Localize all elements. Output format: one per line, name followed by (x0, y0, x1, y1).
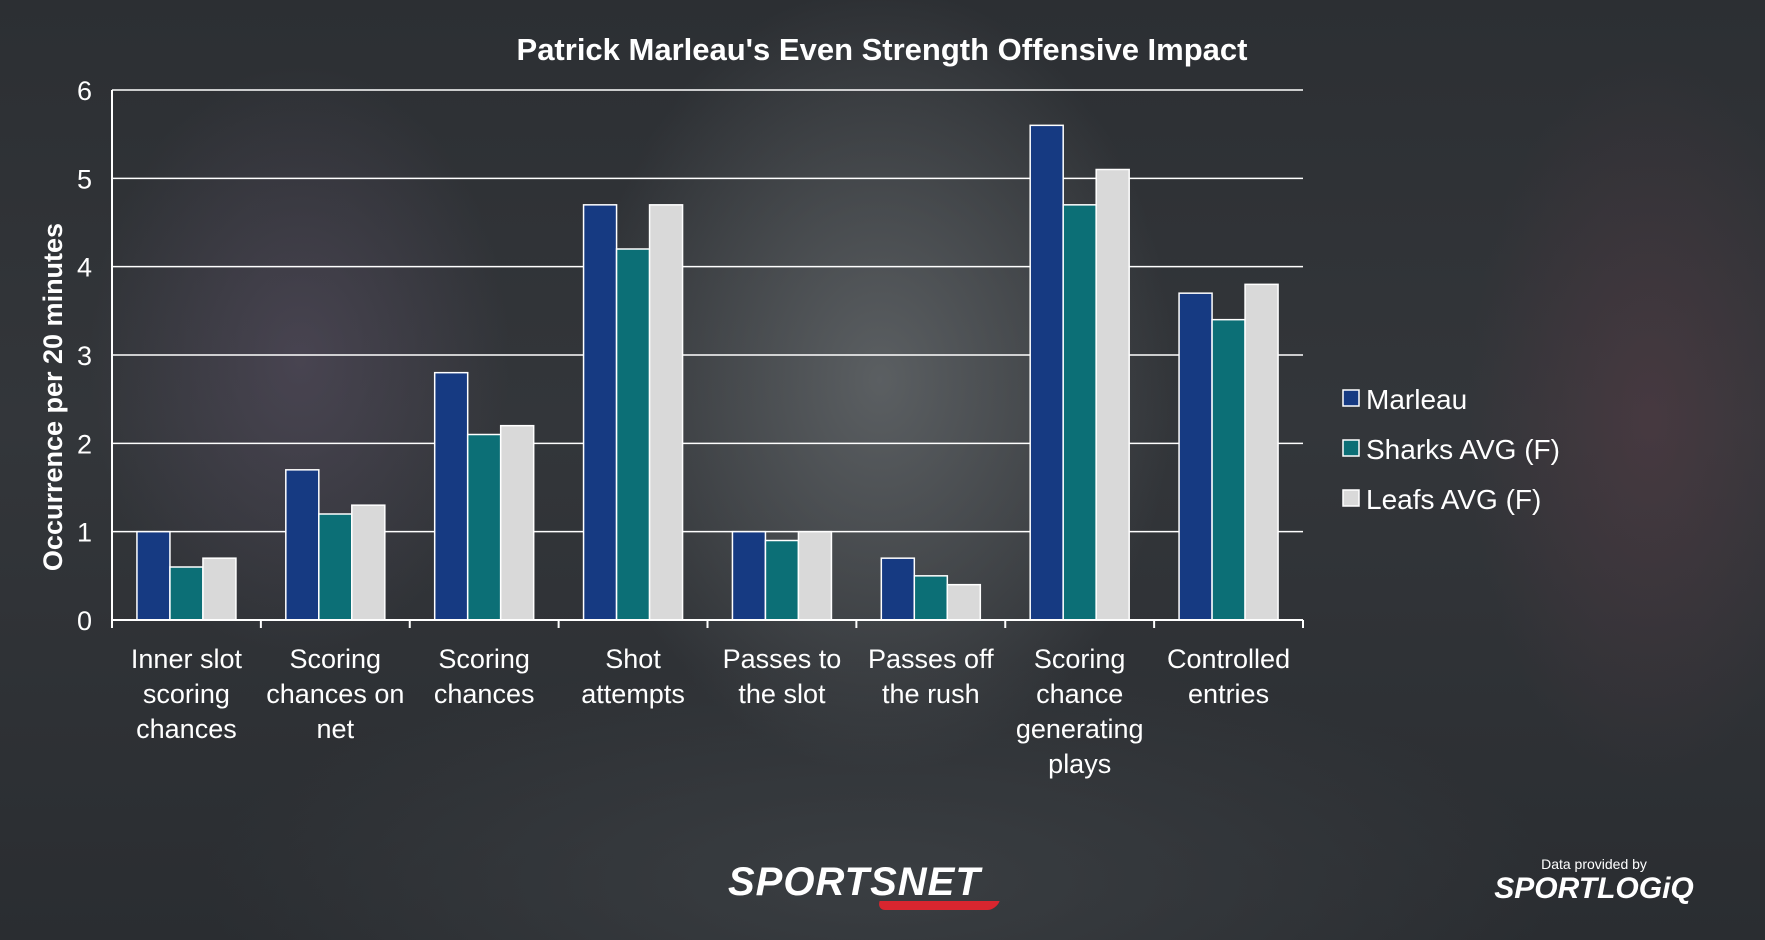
sportsnet-logo-text: SPORTSNET (728, 860, 981, 904)
bar-sharks-avg-f (913, 575, 949, 621)
x-category-label-line: chances (136, 714, 237, 744)
legend-swatch (1342, 439, 1360, 457)
x-category-label-line: plays (1048, 749, 1111, 779)
bar-leafs-avg-f (1244, 283, 1279, 621)
legend-item: Sharks AVG (F) (1342, 434, 1560, 465)
y-tick-label: 1 (77, 518, 92, 548)
legend-label: Sharks AVG (F) (1366, 434, 1560, 465)
x-category-label: Scoring chance generating plays (1016, 644, 1144, 779)
y-tick-label: 2 (77, 429, 92, 459)
sportlogiq-logo: SPORTLOGiQ (1494, 872, 1694, 905)
bar-sharks-avg-f (615, 248, 651, 621)
bar-leafs-avg-f (202, 557, 237, 621)
bar-leafs-avg-f (946, 583, 982, 621)
legend-swatch (1342, 389, 1360, 407)
x-category-label: Controlled entries (1167, 644, 1290, 709)
axes (111, 90, 1304, 628)
x-category-label-line: Inner slot (131, 644, 243, 674)
legend: Marleau Sharks AVG (F) Leafs AVG (F) (1342, 384, 1560, 515)
y-axis-label: Occurrence per 20 minutes (38, 223, 68, 571)
x-category-labels: Inner slot scoring chances Scoring chances o… (131, 644, 1290, 779)
x-category-label-line: Scoring (290, 644, 382, 674)
legend-label: Marleau (1366, 384, 1467, 415)
y-tick-label: 4 (77, 253, 92, 283)
bar-sharks-avg-f (318, 513, 353, 621)
legend-swatch (1342, 489, 1360, 507)
bar-marleau (731, 530, 767, 621)
bar-sharks-avg-f (466, 433, 502, 621)
bar-marleau (285, 469, 320, 621)
x-category-label-line: Scoring (1034, 644, 1126, 674)
x-category-label-line: the rush (882, 679, 980, 709)
bar-marleau (136, 530, 171, 621)
legend-label: Leafs AVG (F) (1366, 484, 1541, 515)
y-tick-label: 5 (77, 164, 92, 194)
y-tick-label: 0 (77, 606, 92, 636)
bar-leafs-avg-f (648, 204, 684, 621)
bars (136, 124, 1279, 621)
x-category-label-line: generating (1016, 714, 1144, 744)
x-category-label: Scoring chances on net (266, 644, 404, 744)
bar-marleau (582, 204, 618, 621)
x-category-label-line: chance (1036, 679, 1123, 709)
x-category-label-line: chances (434, 679, 535, 709)
chart-title: Patrick Marleau's Even Strength Offensiv… (517, 32, 1248, 67)
x-category-label: Shot attempts (581, 644, 685, 709)
sportsnet-logo: SPORTSNET (728, 860, 1000, 910)
bar-marleau (1178, 292, 1213, 621)
x-category-label-line: attempts (581, 679, 685, 709)
x-category-label-line: the slot (738, 679, 826, 709)
x-category-label-line: Passes off (868, 644, 994, 674)
x-category-label: Passes off the rush (868, 644, 994, 709)
x-category-label-line: chances on (266, 679, 404, 709)
x-category-label-line: Scoring (438, 644, 530, 674)
y-tick-labels: 0 1 2 3 4 5 6 (77, 76, 92, 636)
legend-item: Leafs AVG (F) (1342, 484, 1541, 515)
x-category-label-line: scoring (143, 679, 230, 709)
bar-sharks-avg-f (169, 566, 204, 621)
x-category-label-line: entries (1188, 679, 1269, 709)
data-credit: Data provided by SPORTLOGiQ (1484, 856, 1704, 906)
x-category-label-line: Shot (605, 644, 661, 674)
bar-marleau (880, 557, 916, 621)
bar-sharks-avg-f (1062, 204, 1097, 621)
x-category-label: Passes to the slot (723, 644, 842, 709)
x-category-label: Inner slot scoring chances (131, 644, 243, 744)
x-category-label: Scoring chances (434, 644, 535, 709)
legend-item: Marleau (1342, 384, 1467, 415)
bar-sharks-avg-f (764, 539, 800, 621)
y-tick-label: 6 (77, 76, 92, 106)
x-category-label-line: net (317, 714, 355, 744)
sportsnet-swoosh-icon (876, 901, 1000, 910)
y-tick-label: 3 (77, 341, 92, 371)
x-category-label-line: Controlled (1167, 644, 1290, 674)
bar-sharks-avg-f (1211, 318, 1246, 621)
bar-leafs-avg-f (797, 530, 833, 621)
bar-leafs-avg-f (499, 424, 535, 621)
x-category-label-line: Passes to (723, 644, 842, 674)
credit-label: Data provided by (1541, 856, 1647, 872)
bar-leafs-avg-f (1095, 168, 1130, 621)
bar-leafs-avg-f (351, 504, 386, 621)
bar-marleau (1029, 124, 1064, 621)
bar-marleau (433, 371, 469, 621)
